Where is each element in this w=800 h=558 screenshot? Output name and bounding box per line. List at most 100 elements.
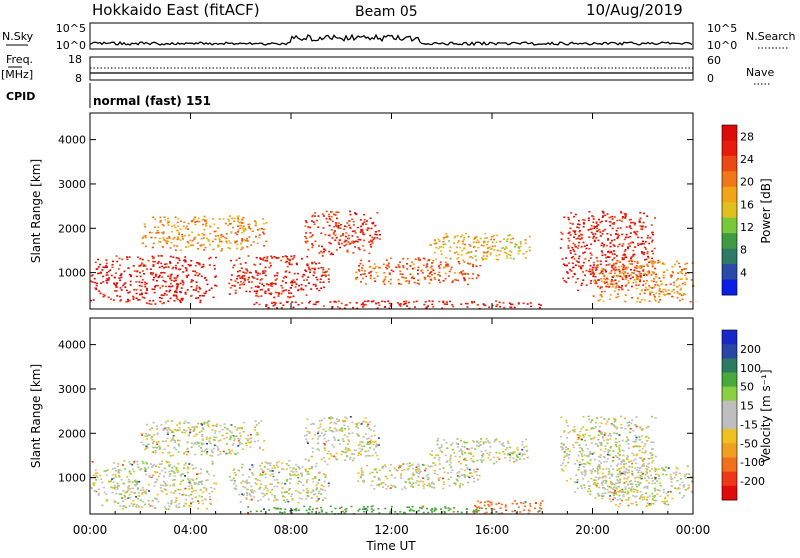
velocity-cell <box>130 473 132 475</box>
power-cell <box>434 239 436 241</box>
power-cell <box>668 289 670 291</box>
power-cell <box>615 287 617 289</box>
freq-unit: [MHz] <box>1 68 33 81</box>
velocity-cell <box>307 442 309 444</box>
power-cell <box>446 301 448 303</box>
power-cell <box>255 236 257 238</box>
velocity-cell <box>512 451 514 453</box>
velocity-cell <box>591 471 593 473</box>
velocity-cell <box>609 450 611 452</box>
velocity-cell <box>217 448 219 450</box>
power-cell <box>427 270 429 272</box>
power-cell <box>229 242 231 244</box>
power-cell <box>152 272 154 274</box>
velocity-cell <box>405 482 407 484</box>
power-cell <box>373 239 375 241</box>
power-cell <box>150 237 152 239</box>
power-cell <box>280 302 282 304</box>
velocity-cell <box>164 482 166 484</box>
power-cell <box>356 302 358 304</box>
power-cell <box>525 257 527 259</box>
velocity-cell <box>519 458 521 460</box>
power-cell <box>625 249 627 251</box>
velocity-cell <box>646 469 648 471</box>
power-cell <box>112 267 114 269</box>
velocity-cell <box>376 484 378 486</box>
velocity-colorbar-tick: 200 <box>740 343 761 356</box>
power-cell <box>333 232 335 234</box>
power-cell <box>120 277 122 279</box>
velocity-cell <box>115 476 117 478</box>
velocity-cell <box>636 426 638 428</box>
power-cell <box>424 278 426 280</box>
power-cell <box>582 265 584 267</box>
power-cell <box>309 269 311 271</box>
velocity-cell <box>330 416 332 418</box>
velocity-heatmap-cells <box>90 416 694 515</box>
velocity-cell <box>219 439 221 441</box>
power-cell <box>148 260 150 262</box>
power-cell <box>295 283 297 285</box>
power-cell <box>101 269 103 271</box>
power-cell <box>677 278 679 280</box>
power-cell <box>378 302 380 304</box>
power-cell <box>264 270 266 272</box>
power-cell <box>658 301 660 303</box>
power-cell <box>518 247 520 249</box>
velocity-cell <box>490 446 492 448</box>
power-cell <box>322 213 324 215</box>
power-cell <box>350 214 352 216</box>
power-cell <box>451 281 453 283</box>
power-cell <box>291 285 293 287</box>
power-cell <box>373 278 375 280</box>
velocity-cell <box>670 476 672 478</box>
velocity-cell <box>639 467 641 469</box>
power-cell <box>218 245 220 247</box>
power-cell <box>627 237 629 239</box>
velocity-cell <box>273 500 275 502</box>
velocity-cell <box>168 462 170 464</box>
power-cell <box>139 272 141 274</box>
power-cell <box>405 277 407 279</box>
power-cell <box>483 258 485 260</box>
power-cell <box>594 226 596 228</box>
power-cell <box>495 300 497 302</box>
velocity-cell <box>202 439 204 441</box>
power-cell <box>162 224 164 226</box>
velocity-cell <box>222 429 224 431</box>
power-cell <box>175 295 177 297</box>
velocity-cell <box>251 472 253 474</box>
power-cell <box>625 275 627 277</box>
velocity-cell <box>530 505 532 507</box>
power-cell <box>167 218 169 220</box>
velocity-cell <box>312 438 314 440</box>
velocity-cell <box>450 444 452 446</box>
power-cell <box>197 242 199 244</box>
velocity-cell <box>660 496 662 498</box>
power-cell <box>143 265 145 267</box>
velocity-cell <box>539 507 541 509</box>
power-cell <box>211 287 213 289</box>
velocity-cell <box>687 465 689 467</box>
velocity-cell <box>608 474 610 476</box>
velocity-cell <box>473 461 475 463</box>
nsky-trace <box>90 35 692 45</box>
velocity-cell <box>315 466 317 468</box>
power-cell <box>638 271 640 273</box>
velocity-cell <box>579 461 581 463</box>
power-cell <box>230 287 232 289</box>
power-cell <box>690 301 692 303</box>
velocity-cell <box>161 470 163 472</box>
velocity-cell <box>140 500 142 502</box>
velocity-cell <box>427 485 429 487</box>
velocity-cell <box>444 511 446 513</box>
velocity-cell <box>174 442 176 444</box>
power-cell <box>313 262 315 264</box>
velocity-cell <box>308 468 310 470</box>
power-cell <box>330 243 332 245</box>
power-cell <box>622 243 624 245</box>
velocity-cell <box>564 451 566 453</box>
velocity-cell <box>351 453 353 455</box>
velocity-cell <box>173 483 175 485</box>
power-cell <box>685 278 687 280</box>
